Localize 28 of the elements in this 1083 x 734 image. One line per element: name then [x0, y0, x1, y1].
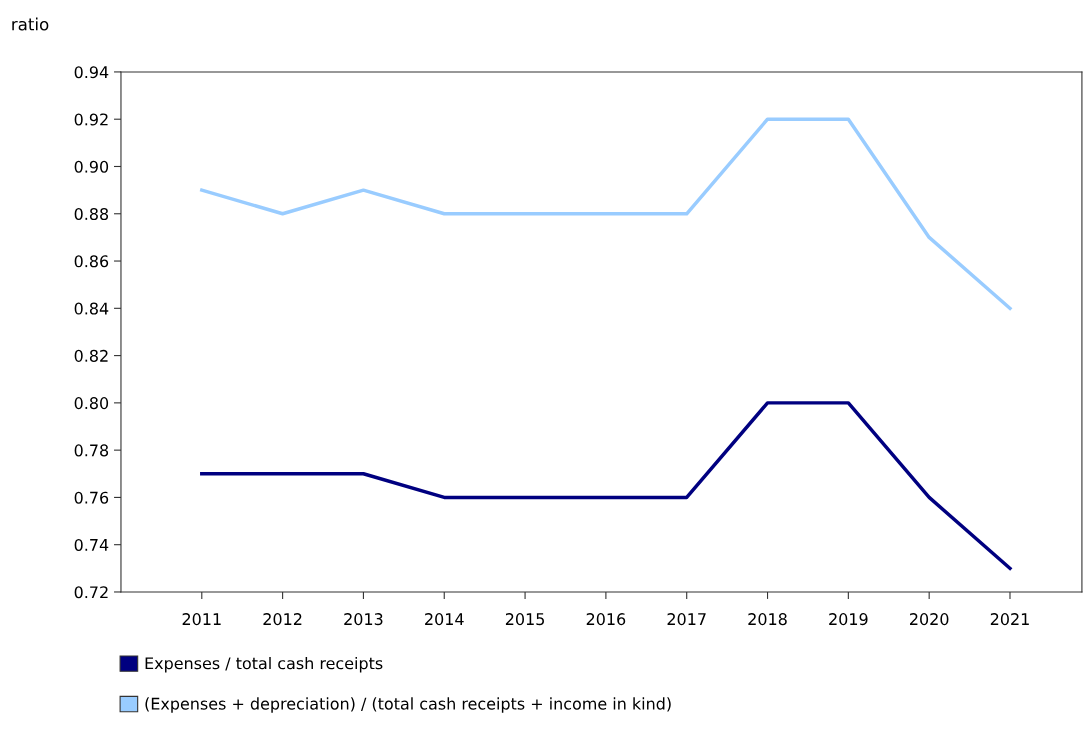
y-tick-label: 0.82	[74, 349, 108, 362]
legend-label: (Expenses + depreciation) / (total cash receipts + income in kind)	[145, 697, 671, 713]
y-tick-label: 0.88	[74, 207, 109, 221]
y-tick-label: 0.76	[74, 491, 109, 504]
x-tick-label: 2012	[263, 613, 302, 626]
x-tick-label: 2014	[425, 613, 464, 626]
x-tick-label: 2016	[586, 613, 626, 626]
x-tick-label: 2017	[667, 613, 706, 626]
x-tick-label: 2018	[748, 613, 787, 626]
line-series	[200, 401, 1012, 571]
y-tick-label: 0.92	[74, 113, 108, 126]
y-tick-label: 0.80	[74, 397, 109, 410]
y-tick-label: 0.94	[74, 66, 109, 79]
x-tick-label: 2011	[182, 613, 221, 626]
y-tick-label: 0.90	[74, 160, 109, 173]
line-series	[200, 117, 1012, 311]
y-tick-label: 0.78	[74, 444, 109, 457]
y-tick-label: 0.74	[74, 538, 109, 551]
x-tick-label: 2021	[990, 613, 1029, 626]
x-tick-label: 2020	[910, 613, 949, 626]
legend-label: Expenses / total cash receipts	[145, 656, 383, 673]
x-tick-label: 2019	[829, 613, 868, 626]
y-tick-label: 0.84	[74, 302, 109, 315]
x-tick-label: 2013	[344, 613, 383, 626]
y-tick-label: 0.86	[74, 255, 109, 268]
x-tick-label: 2015	[505, 613, 544, 626]
y-axis-title: ratio	[12, 17, 49, 31]
y-tick-label: 0.72	[74, 586, 108, 599]
